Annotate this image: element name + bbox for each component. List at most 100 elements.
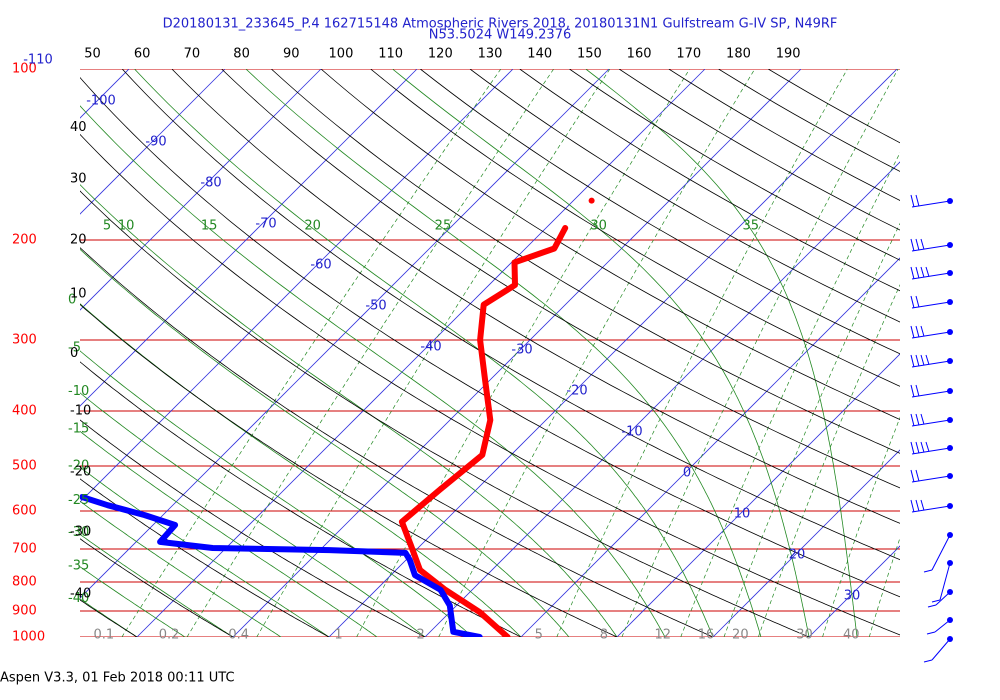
barb-staff — [931, 638, 951, 661]
barb-feather — [910, 238, 915, 252]
barb-staff — [911, 475, 951, 483]
barb-staff — [911, 390, 951, 398]
dry-adiabat-label: 60 — [134, 47, 151, 62]
footer: Aspen V3.3, 01 Feb 2018 00:11 UTC — [0, 671, 235, 686]
isotherm — [712, 449, 900, 637]
isotherm-label: 20 — [789, 548, 806, 563]
barb-feather — [927, 604, 937, 608]
isotherm-label: -80 — [200, 176, 221, 191]
barb-feather — [910, 499, 915, 513]
moist-adiabat-label: 5 — [103, 219, 111, 234]
isotherm-label: -40 — [420, 340, 441, 355]
barb-feather — [920, 266, 925, 278]
barb-feather — [910, 384, 915, 398]
isotherm — [80, 69, 514, 503]
barb-staff — [911, 272, 951, 280]
isotherm-label: -50 — [365, 299, 386, 314]
mixing-ratio-label: 16 — [698, 628, 715, 643]
dry-adiabat — [271, 69, 900, 454]
mixing-ratio-line — [121, 69, 502, 637]
barb-feather — [910, 295, 915, 309]
dry-adiabat-label: -40 — [70, 586, 91, 601]
barb-feather — [915, 238, 920, 251]
pressure-label: 800 — [12, 574, 37, 589]
dry-adiabat-label: -10 — [70, 404, 91, 419]
moist-adiabat-label: -15 — [68, 421, 89, 436]
dry-adiabat — [370, 69, 900, 387]
dry-adiabat — [80, 303, 618, 637]
barb-feather — [910, 194, 915, 208]
mixing-ratio-line — [757, 284, 900, 637]
barb-feather — [920, 413, 925, 425]
dry-adiabat-label: 110 — [378, 47, 403, 62]
moist-adiabat — [245, 69, 762, 637]
isotherm-label: -30 — [511, 343, 532, 358]
moist-adiabat-label: 30 — [590, 219, 607, 234]
dry-adiabat-label: 10 — [70, 286, 87, 301]
dry-adiabat-label: 40 — [70, 120, 87, 135]
dry-adiabat-label: 20 — [70, 233, 87, 248]
dry-adiabat-label: 50 — [84, 47, 101, 62]
barb-feather — [910, 441, 915, 455]
dry-adiabat — [80, 76, 900, 598]
moist-adiabat — [585, 69, 858, 637]
barb-feather — [915, 266, 920, 279]
mixing-ratio-label: 0.1 — [94, 628, 115, 643]
barb-feather — [920, 499, 925, 511]
dry-adiabat-label: 140 — [527, 47, 552, 62]
dry-adiabat-label: 160 — [627, 47, 652, 62]
isotherm — [328, 69, 898, 637]
mixing-ratio-line — [680, 152, 900, 637]
barb-staff — [935, 591, 951, 606]
mixing-ratio-label: 20 — [732, 628, 749, 643]
mixing-ratio-line — [621, 69, 899, 637]
moist-adiabat — [80, 430, 378, 637]
moist-adiabat — [80, 248, 570, 637]
isotherm-label: -100 — [86, 94, 116, 109]
chart-title: D20180131_233645_P.4 162715148 Atmospher… — [163, 17, 838, 32]
isotherm — [424, 161, 900, 637]
dry-adiabat — [420, 69, 900, 355]
dry-adiabat-label: -30 — [70, 525, 91, 540]
moist-adiabat-label: 10 — [118, 219, 135, 234]
pressure-label: 300 — [12, 333, 37, 348]
isotherm — [80, 69, 226, 215]
dry-adiabat-label: 190 — [776, 47, 801, 62]
pressure-label: 200 — [12, 232, 37, 247]
pressure-label: 700 — [12, 542, 37, 557]
plot-area — [80, 69, 900, 637]
barb-feather — [920, 354, 925, 366]
isotherm-label: -90 — [145, 135, 166, 150]
barb-feather — [910, 469, 915, 483]
isotherm — [136, 69, 706, 637]
barb-staff — [934, 619, 951, 633]
mixing-ratio-label: 8 — [600, 628, 608, 643]
mixing-ratio-line — [822, 416, 900, 637]
barb-feather — [920, 441, 925, 453]
isotherm-label: -110 — [23, 53, 53, 68]
moist-adiabat-label: 0 — [68, 292, 76, 307]
moist-adiabat — [80, 184, 618, 637]
dry-adiabat — [171, 69, 900, 524]
moist-adiabat — [80, 533, 234, 637]
barb-feather — [931, 599, 941, 603]
dry-adiabat-label: 0 — [70, 346, 78, 361]
barb-feather — [920, 325, 925, 337]
mixing-ratio-label: 2 — [416, 628, 424, 643]
pressure-label: 900 — [12, 604, 37, 619]
barb-feather — [910, 266, 915, 280]
dry-adiabat — [320, 69, 900, 420]
isotherm-label: 30 — [844, 589, 861, 604]
dry-adiabat — [80, 133, 900, 636]
barb-staff — [911, 200, 951, 208]
pressure-label: 500 — [12, 459, 37, 474]
dry-adiabat-label: 130 — [478, 47, 503, 62]
moist-adiabat — [80, 500, 282, 637]
chart-subtitle: N53.5024 W149.2376 — [429, 28, 572, 43]
pressure-label: 100 — [12, 62, 37, 77]
barb-staff — [911, 505, 951, 513]
profile-line — [80, 494, 483, 637]
dry-adiabat — [221, 69, 900, 489]
